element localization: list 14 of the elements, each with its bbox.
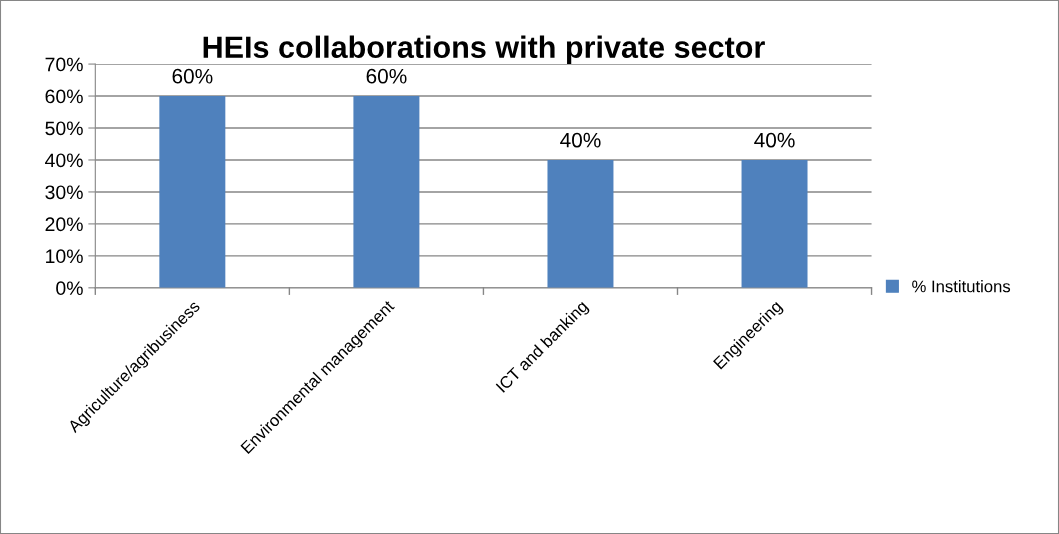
y-tick-label: 20% <box>45 217 83 232</box>
data-label: 60% <box>366 68 407 84</box>
data-label: 40% <box>560 132 601 148</box>
y-tick-label: 0% <box>56 281 83 296</box>
y-tick-label: 30% <box>45 185 83 200</box>
data-label: 40% <box>754 132 795 148</box>
y-tick-label: 70% <box>45 57 83 72</box>
y-tick-label: 60% <box>45 89 83 104</box>
legend-label: % Institutions <box>912 280 1011 293</box>
data-label: 60% <box>172 68 213 84</box>
y-tick-label: 10% <box>46 249 83 264</box>
chart-title: HEIs collaborations with private sector <box>203 35 765 65</box>
y-tick-label: 40% <box>45 153 83 168</box>
y-tick-label: 50% <box>45 121 83 136</box>
